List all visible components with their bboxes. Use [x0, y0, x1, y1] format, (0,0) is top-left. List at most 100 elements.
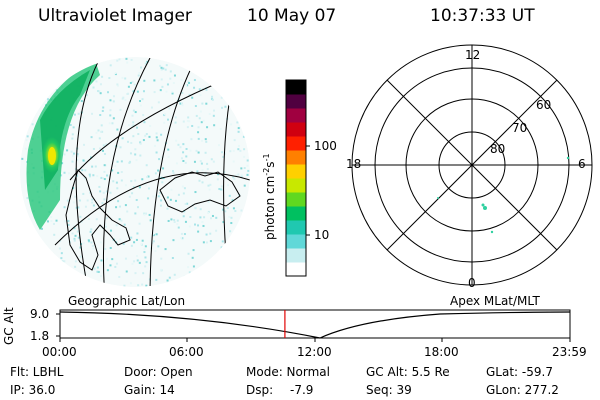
uv-pixel — [218, 187, 221, 190]
uv-pixel — [224, 105, 227, 108]
uv-pixel — [130, 58, 133, 61]
uv-pixel — [46, 220, 49, 223]
uv-pixel — [115, 206, 118, 209]
uv-pixel — [197, 151, 200, 154]
uv-pixel — [74, 265, 77, 268]
uv-pixel — [166, 196, 169, 199]
uv-pixel — [21, 157, 24, 160]
xtick-1800: 18:00 — [424, 345, 459, 359]
uv-pixel — [207, 200, 210, 203]
uv-pixel — [73, 239, 76, 242]
map-label: Geographic Lat/Lon — [68, 294, 186, 308]
uv-pixel — [201, 102, 204, 105]
date-label: 10 May 07 — [247, 6, 337, 26]
uv-pixel — [116, 83, 119, 86]
uv-pixel — [72, 201, 75, 204]
altitude-ytick-high: 9.0 — [30, 307, 50, 321]
uv-pixel — [171, 257, 174, 260]
uv-pixel — [67, 223, 70, 226]
uv-pixel — [173, 74, 176, 77]
uv-pixel — [162, 67, 165, 70]
uv-pixel — [173, 273, 176, 276]
colorbar-segment — [286, 234, 306, 249]
uv-pixel — [134, 148, 137, 151]
uv-pixel — [50, 220, 53, 223]
uv-pixel — [172, 81, 175, 84]
uv-pixel — [79, 199, 82, 202]
uv-pixel — [209, 183, 212, 186]
uv-pixel — [123, 284, 126, 287]
polar-emission — [437, 156, 570, 234]
uv-pixel — [154, 249, 157, 252]
uv-pixel — [224, 210, 227, 213]
uv-pixel — [115, 262, 118, 265]
altitude-plot — [56, 309, 571, 342]
uv-pixel — [186, 119, 189, 122]
uv-pixel — [220, 185, 223, 188]
uv-pixel — [170, 218, 173, 221]
uv-pixel — [228, 194, 231, 197]
uv-pixel — [197, 137, 200, 140]
uv-pixel — [209, 240, 212, 243]
uv-pixel — [106, 257, 109, 260]
uv-pixel — [141, 283, 144, 286]
colorbar-segment — [286, 164, 306, 179]
uv-pixel — [115, 181, 118, 184]
uv-pixel — [226, 184, 229, 187]
uv-pixel — [139, 104, 142, 107]
uv-pixel — [229, 230, 232, 233]
xtick-2359: 23:59 — [552, 345, 587, 359]
colorbar-tick-100: 100 — [314, 139, 337, 153]
uv-pixel — [116, 187, 119, 190]
uv-pixel — [237, 173, 240, 176]
uv-pixel — [109, 64, 112, 67]
uv-pixel — [134, 272, 137, 275]
uv-pixel — [232, 149, 235, 152]
uv-pixel — [167, 219, 170, 222]
uv-pixel — [192, 265, 195, 268]
uv-pixel — [100, 259, 103, 262]
uv-pixel — [142, 114, 145, 117]
uv-pixel — [188, 120, 191, 123]
uv-pixel — [182, 120, 185, 123]
uv-pixel — [119, 238, 122, 241]
uv-pixel — [181, 104, 184, 107]
uv-pixel — [221, 106, 224, 109]
uv-pixel — [186, 202, 189, 205]
uv-pixel — [243, 184, 246, 187]
uv-pixel — [131, 125, 134, 128]
uv-pixel — [61, 260, 64, 263]
uv-pixel — [31, 123, 34, 126]
uv-pixel — [155, 233, 158, 236]
uv-pixel — [129, 81, 132, 84]
uv-pixel — [191, 96, 194, 99]
uv-pixel — [238, 144, 241, 147]
uv-pixel — [124, 257, 127, 260]
uv-pixel — [187, 116, 190, 119]
uv-pixel — [147, 187, 150, 190]
uv-pixel — [63, 260, 66, 263]
uv-pixel — [104, 153, 107, 156]
uv-pixel — [103, 164, 106, 167]
uv-pixel — [240, 173, 243, 176]
uv-pixel — [137, 74, 140, 77]
uv-pixel — [245, 204, 248, 207]
uv-pixel — [99, 190, 102, 193]
uv-pixel — [215, 229, 218, 232]
uv-pixel — [202, 224, 205, 227]
uv-pixel — [144, 134, 147, 137]
uv-pixel — [230, 123, 233, 126]
uv-pixel — [174, 199, 177, 202]
uv-pixel — [205, 233, 208, 236]
uv-pixel — [151, 233, 154, 236]
uv-pixel — [176, 223, 179, 226]
uv-pixel — [117, 171, 120, 174]
uv-pixel — [194, 206, 197, 209]
uv-pixel — [175, 139, 178, 142]
uv-pixel — [129, 160, 132, 163]
uv-pixel — [124, 204, 127, 207]
uv-pixel — [91, 165, 94, 168]
uv-pixel — [198, 88, 201, 91]
uv-pixel — [76, 230, 79, 233]
